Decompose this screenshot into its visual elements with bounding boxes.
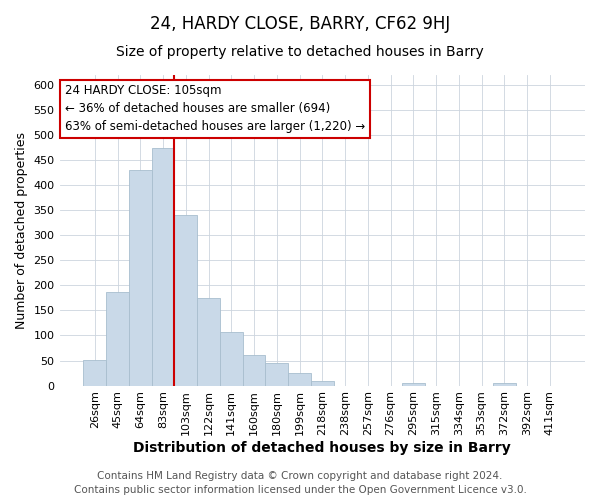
Text: 24 HARDY CLOSE: 105sqm
← 36% of detached houses are smaller (694)
63% of semi-de: 24 HARDY CLOSE: 105sqm ← 36% of detached… [65,84,365,134]
Text: Contains HM Land Registry data © Crown copyright and database right 2024.
Contai: Contains HM Land Registry data © Crown c… [74,471,526,495]
Bar [311,380,334,386]
Bar [493,383,515,386]
Bar [402,383,425,386]
Bar [220,332,242,386]
Bar [197,298,220,386]
Bar [175,216,197,386]
Bar [83,360,106,386]
Text: 24, HARDY CLOSE, BARRY, CF62 9HJ: 24, HARDY CLOSE, BARRY, CF62 9HJ [150,15,450,33]
Bar [265,362,288,386]
Bar [242,354,265,386]
Bar [288,373,311,386]
Bar [129,170,152,386]
Bar [152,148,175,386]
Bar [106,292,129,386]
X-axis label: Distribution of detached houses by size in Barry: Distribution of detached houses by size … [133,441,511,455]
Text: Size of property relative to detached houses in Barry: Size of property relative to detached ho… [116,45,484,59]
Y-axis label: Number of detached properties: Number of detached properties [15,132,28,329]
